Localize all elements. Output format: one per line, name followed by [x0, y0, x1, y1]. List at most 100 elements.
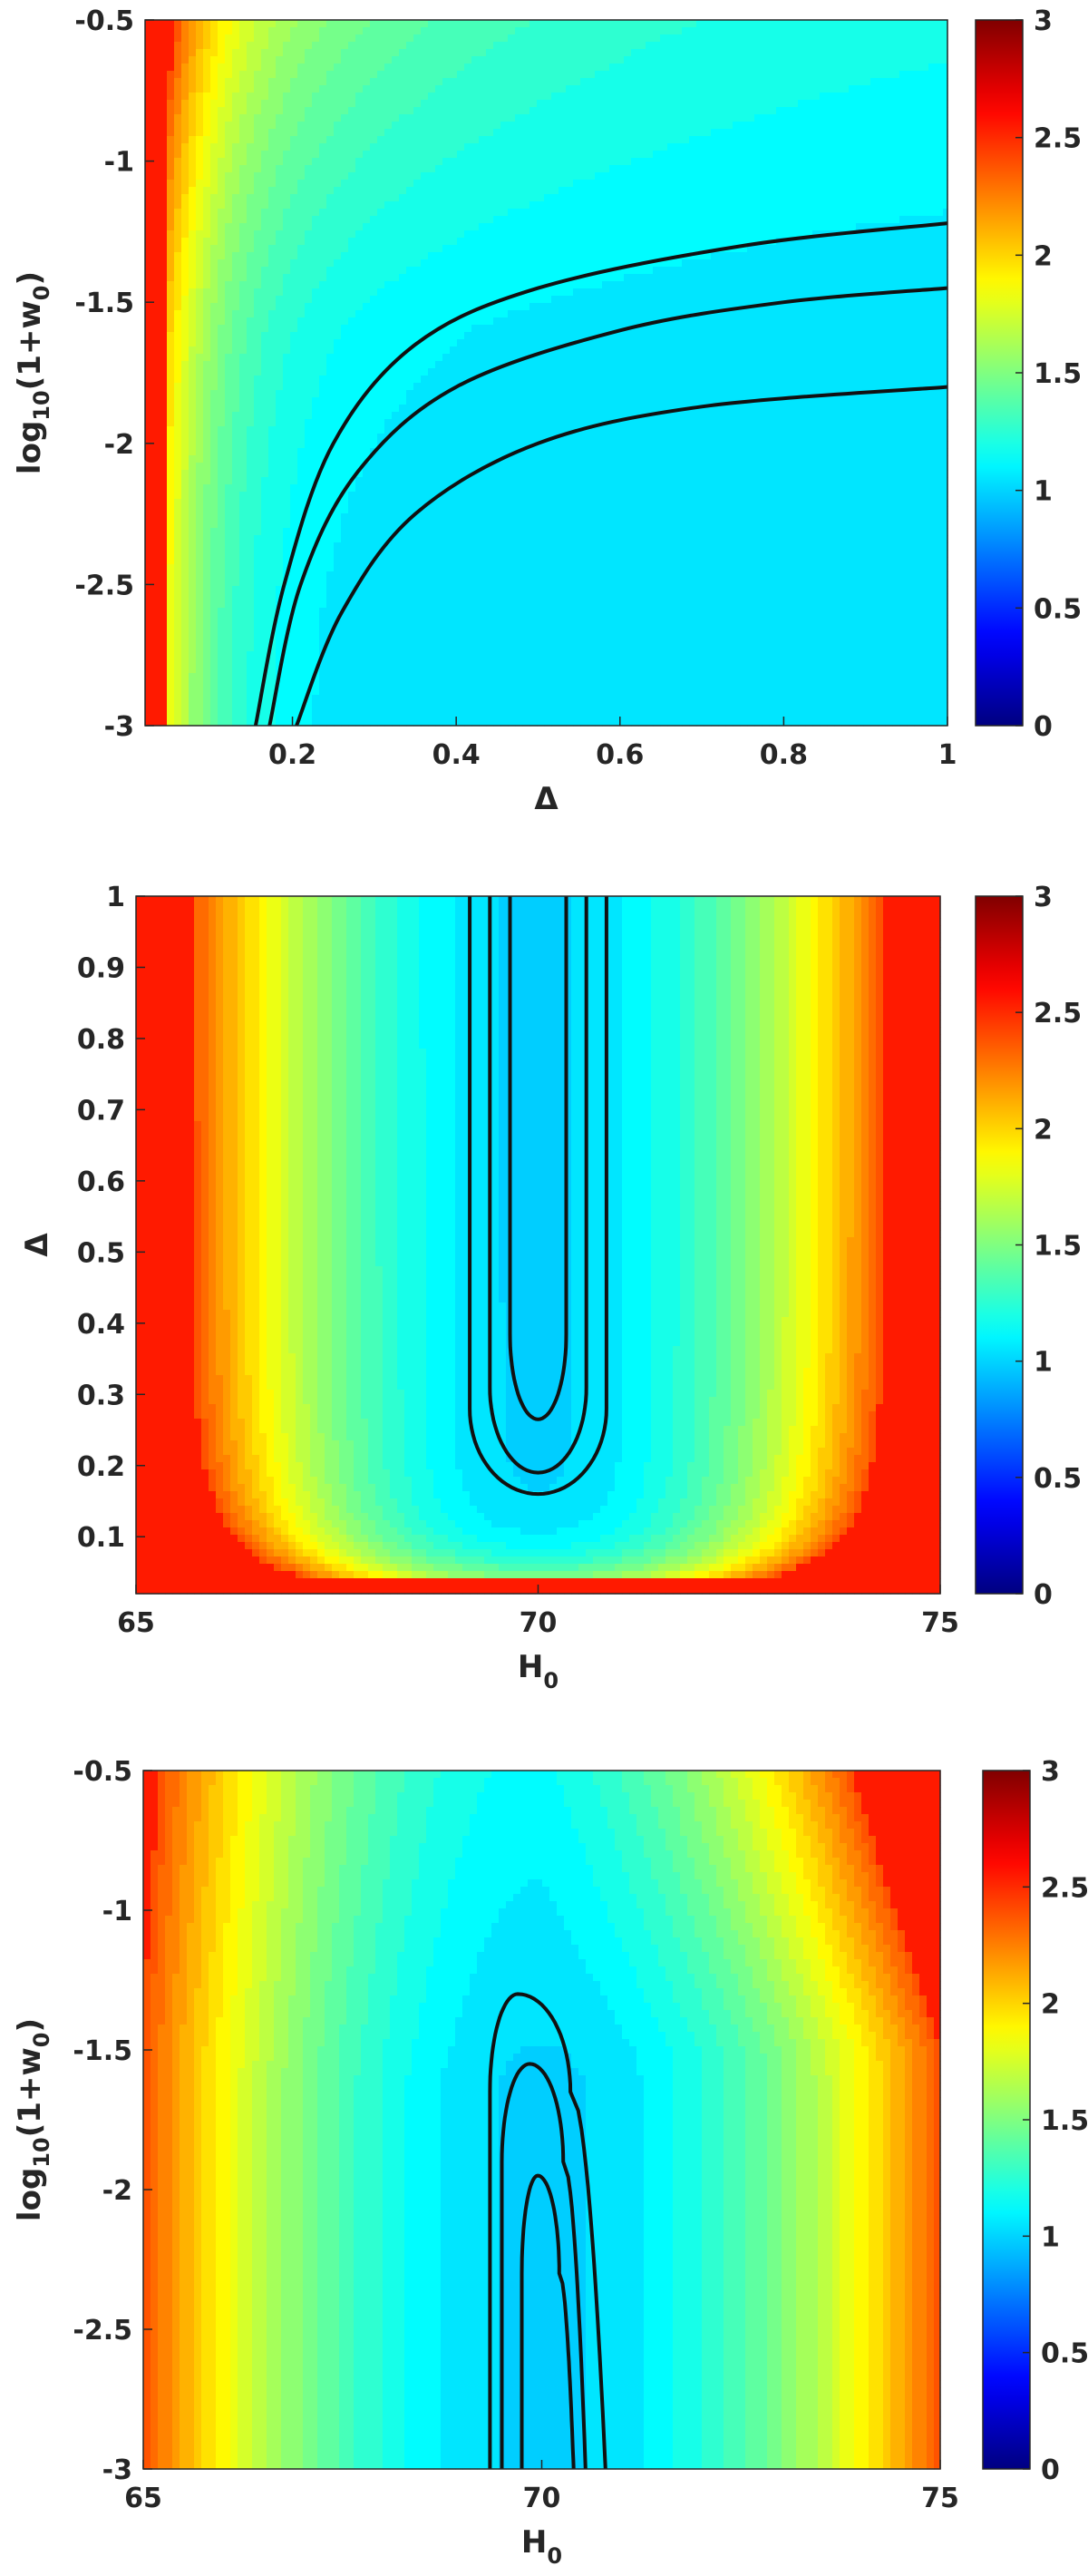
- heatmap-cell: [805, 180, 813, 188]
- heatmap-cell: [145, 252, 153, 260]
- heatmap-cell: [849, 107, 857, 115]
- heatmap-cell: [464, 325, 472, 333]
- heatmap-cell: [849, 281, 857, 289]
- heatmap-cell: [493, 122, 501, 130]
- heatmap-cell: [508, 151, 516, 159]
- heatmap-cell: [493, 274, 501, 282]
- heatmap-cell: [580, 158, 588, 166]
- heatmap-cell: [914, 143, 922, 151]
- heatmap-cell: [515, 63, 523, 72]
- heatmap-cell: [624, 129, 632, 137]
- heatmap-cell: [326, 143, 335, 151]
- heatmap-cell: [537, 180, 545, 188]
- heatmap-cell: [515, 172, 523, 181]
- heatmap-cell: [442, 223, 451, 231]
- heatmap-cell: [740, 49, 748, 57]
- heatmap-cell: [174, 332, 182, 340]
- heatmap-cell: [559, 56, 567, 64]
- heatmap-cell: [218, 165, 226, 173]
- heatmap-cell: [827, 339, 835, 347]
- heatmap-cell: [631, 180, 639, 188]
- heatmap-cell: [283, 296, 291, 304]
- heatmap-cell: [631, 216, 639, 224]
- heatmap-cell: [305, 187, 313, 195]
- heatmap-cell: [754, 20, 763, 28]
- heatmap-cell: [740, 129, 748, 137]
- heatmap-cell: [805, 252, 813, 260]
- heatmap-cell: [145, 288, 153, 297]
- heatmap-cell: [602, 259, 610, 268]
- heatmap-cell: [160, 85, 168, 93]
- heatmap-cell: [377, 339, 385, 347]
- heatmap-cell: [479, 20, 487, 28]
- heatmap-cell: [384, 56, 393, 64]
- heatmap-cell: [508, 274, 516, 282]
- heatmap-cell: [943, 78, 948, 86]
- heatmap-cell: [326, 158, 335, 166]
- heatmap-cell: [849, 325, 857, 333]
- heatmap-cell: [529, 332, 538, 340]
- heatmap-cell: [479, 216, 487, 224]
- heatmap-cell: [878, 325, 886, 333]
- heatmap-cell: [189, 122, 197, 130]
- heatmap-cell: [435, 93, 443, 101]
- heatmap-cell: [588, 187, 596, 195]
- heatmap-cell: [624, 136, 632, 144]
- heatmap-cell: [196, 85, 204, 93]
- heatmap-cell: [646, 172, 654, 181]
- heatmap-cell: [609, 223, 617, 231]
- heatmap-cell: [254, 223, 262, 231]
- heatmap-cell: [341, 63, 349, 72]
- heatmap-cell: [203, 114, 211, 122]
- heatmap-cell: [160, 238, 168, 246]
- heatmap-cell: [406, 129, 414, 137]
- heatmap-cell: [907, 259, 915, 268]
- heatmap-cell: [783, 71, 792, 79]
- heatmap-cell: [609, 303, 617, 311]
- heatmap-cell: [849, 252, 857, 260]
- heatmap-cell: [798, 209, 806, 217]
- heatmap-cell: [617, 267, 625, 275]
- heatmap-cell: [762, 85, 770, 93]
- heatmap-cell: [551, 303, 559, 311]
- heatmap-cell: [326, 281, 335, 289]
- heatmap-cell: [798, 259, 806, 268]
- heatmap-cell: [457, 180, 465, 188]
- heatmap-cell: [174, 245, 182, 253]
- heatmap-cell: [907, 216, 915, 224]
- heatmap-cell: [247, 252, 255, 260]
- heatmap-cell: [580, 267, 588, 275]
- heatmap-cell: [319, 172, 327, 181]
- heatmap-cell: [812, 34, 821, 43]
- heatmap-cell: [805, 216, 813, 224]
- heatmap-cell: [820, 49, 828, 57]
- heatmap-cell: [892, 71, 900, 79]
- heatmap-cell: [740, 332, 748, 340]
- heatmap-cell: [529, 296, 538, 304]
- heatmap-cell: [899, 325, 908, 333]
- heatmap-cell: [798, 303, 806, 311]
- heatmap-cell: [718, 281, 726, 289]
- heatmap-cell: [261, 34, 269, 43]
- heatmap-cell: [827, 151, 835, 159]
- heatmap-cell: [682, 34, 690, 43]
- heatmap-cell: [305, 223, 313, 231]
- heatmap-cell: [457, 201, 465, 210]
- heatmap-cell: [704, 288, 712, 297]
- heatmap-cell: [218, 238, 226, 246]
- heatmap-cell: [762, 100, 770, 108]
- heatmap-cell: [892, 317, 900, 326]
- heatmap-cell: [305, 310, 313, 318]
- heatmap-cell: [638, 325, 646, 333]
- heatmap-cell: [885, 201, 893, 210]
- heatmap-cell: [769, 49, 777, 57]
- heatmap-cell: [421, 245, 429, 253]
- heatmap-cell: [609, 259, 617, 268]
- heatmap-cell: [551, 49, 559, 57]
- heatmap-cell: [783, 281, 792, 289]
- heatmap-cell: [355, 71, 364, 79]
- heatmap-cell: [377, 56, 385, 64]
- heatmap-cell: [580, 296, 588, 304]
- heatmap-cell: [529, 187, 538, 195]
- heatmap-cell: [160, 114, 168, 122]
